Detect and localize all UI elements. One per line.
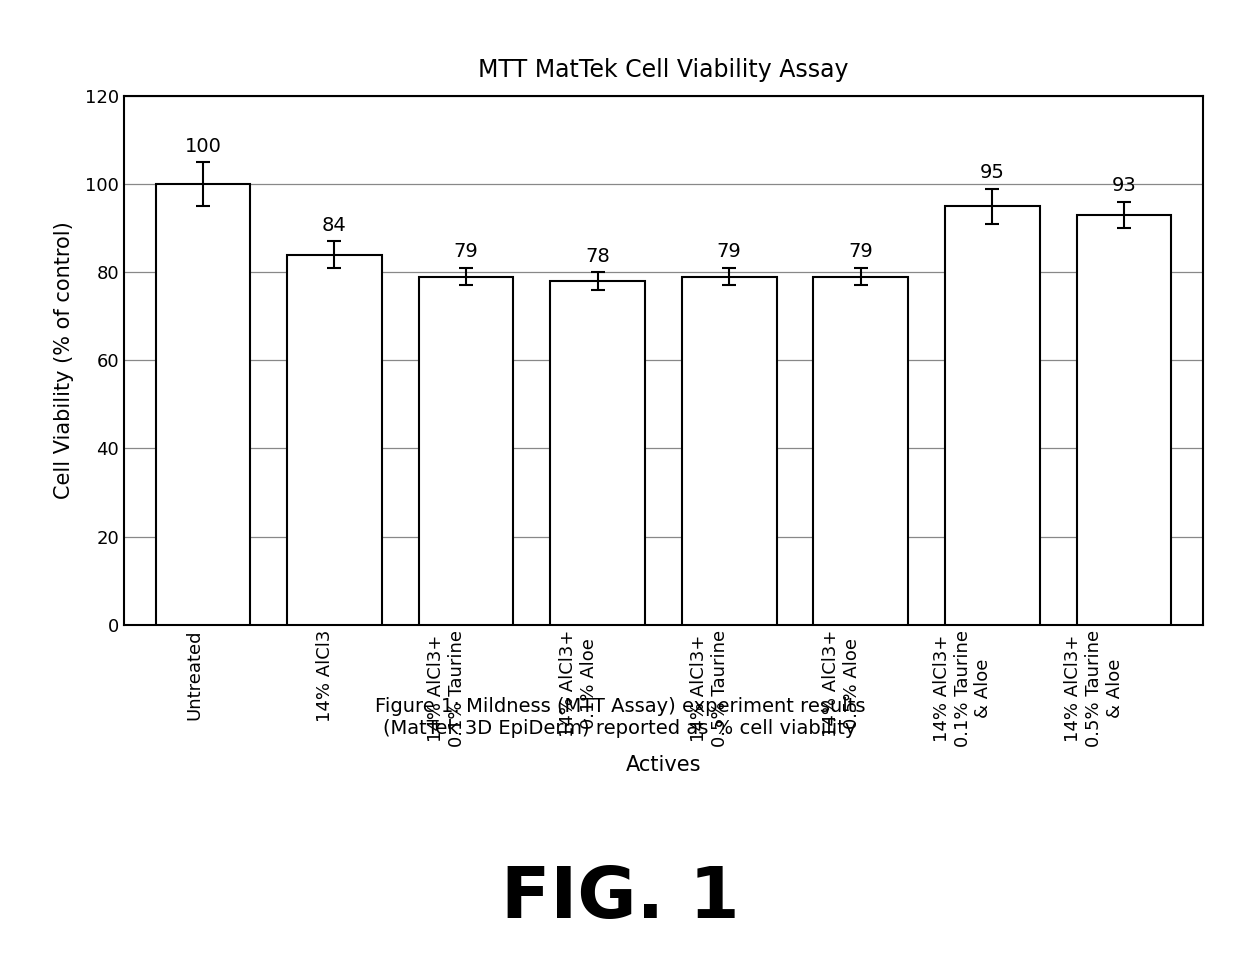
Text: 79: 79 xyxy=(717,242,742,261)
Bar xyxy=(551,281,645,625)
Bar xyxy=(682,277,776,625)
Text: FIG. 1: FIG. 1 xyxy=(501,864,739,933)
Bar xyxy=(288,255,382,625)
Text: 93: 93 xyxy=(1111,176,1136,195)
Bar xyxy=(813,277,908,625)
Text: Figure 1: Mildness (MTT Assay) experiment results
(MatTek 3D EpiDerm) reported a: Figure 1: Mildness (MTT Assay) experimen… xyxy=(374,697,866,738)
Text: 79: 79 xyxy=(454,242,479,261)
Text: 100: 100 xyxy=(185,136,222,156)
X-axis label: Actives: Actives xyxy=(626,755,701,775)
Title: MTT MatTek Cell Viability Assay: MTT MatTek Cell Viability Assay xyxy=(479,58,848,82)
Text: 79: 79 xyxy=(848,242,873,261)
Text: 95: 95 xyxy=(980,163,1004,182)
Bar xyxy=(945,207,1039,625)
Bar xyxy=(155,185,250,625)
Bar xyxy=(419,277,513,625)
Text: 78: 78 xyxy=(585,247,610,265)
Y-axis label: Cell Viability (% of control): Cell Viability (% of control) xyxy=(53,221,74,500)
Text: 84: 84 xyxy=(322,216,347,234)
Bar xyxy=(1076,215,1172,625)
